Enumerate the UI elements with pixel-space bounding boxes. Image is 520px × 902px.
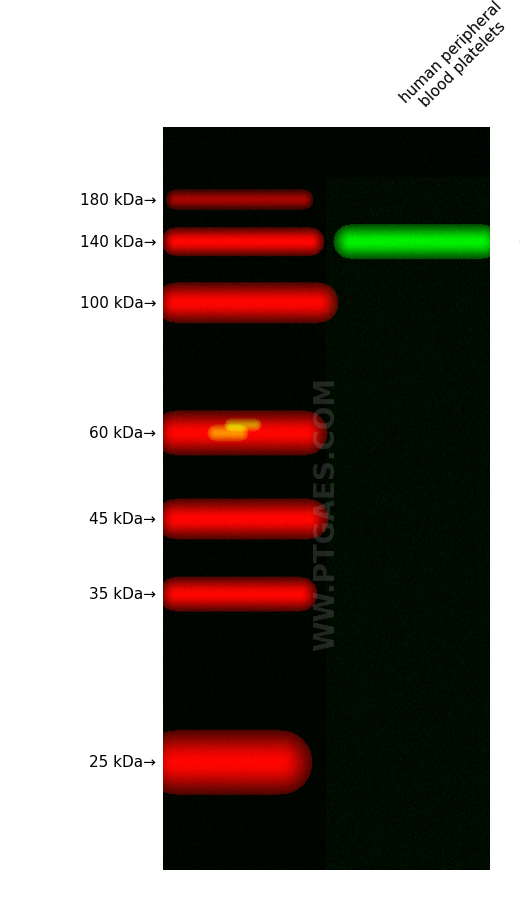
Text: 45 kDa→: 45 kDa→ — [89, 511, 156, 527]
Text: 180 kDa→: 180 kDa→ — [80, 192, 156, 207]
Text: human peripheral
blood platelets: human peripheral blood platelets — [397, 0, 517, 118]
Text: 25 kDa→: 25 kDa→ — [89, 754, 156, 769]
Text: 35 kDa→: 35 kDa→ — [89, 586, 156, 602]
Text: WW.PTGAES.COM: WW.PTGAES.COM — [313, 377, 341, 650]
Text: 60 kDa→: 60 kDa→ — [89, 426, 156, 440]
Text: 140 kDa→: 140 kDa→ — [80, 235, 156, 250]
Text: 100 kDa→: 100 kDa→ — [80, 296, 156, 310]
